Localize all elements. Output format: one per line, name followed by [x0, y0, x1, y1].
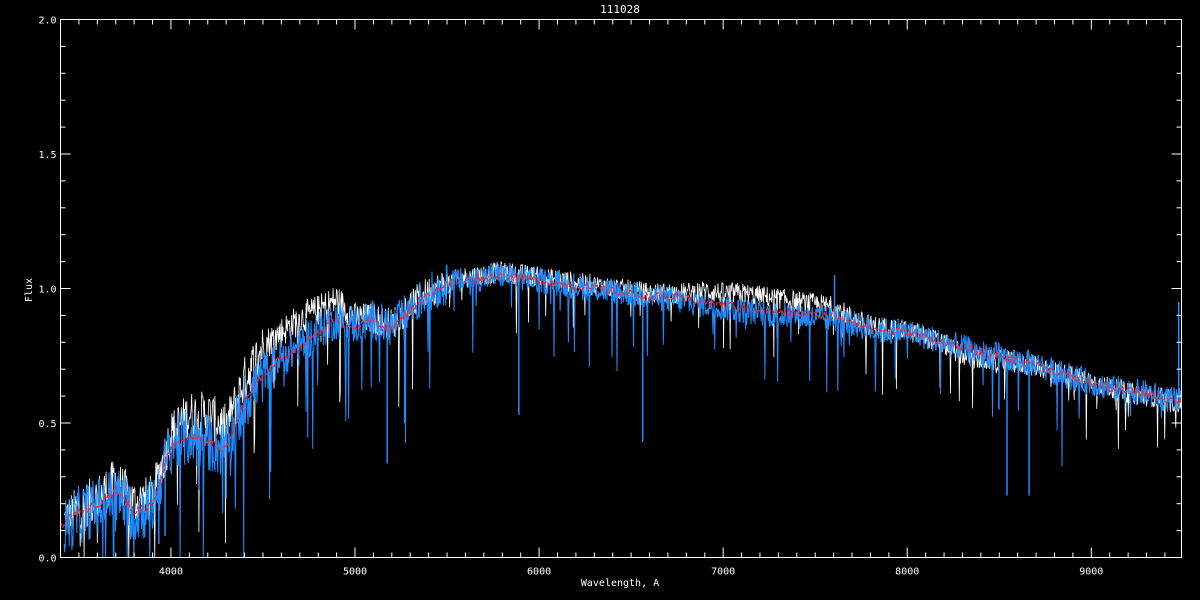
x-tick-label: 8000: [895, 567, 919, 578]
plot-frame: [60, 19, 1182, 558]
x-tick-label: 5000: [343, 567, 367, 578]
series-model-line: [63, 261, 1182, 558]
x-tick-label: 7000: [711, 567, 735, 578]
chart-title: 111028: [600, 3, 640, 16]
y-tick-label: 1.5: [38, 150, 56, 161]
y-tick-label: 1.0: [38, 285, 56, 296]
y-tick-label: 2.0: [38, 16, 56, 27]
series-smoothed-line: [60, 271, 1182, 530]
x-tick-label: 4000: [159, 567, 183, 578]
axis-ticks: 4000 5000 6000 7000 8000 9000 0.0 0.5 1.0 1.5 2.0: [38, 16, 1182, 578]
y-axis-label: Flux: [24, 278, 35, 302]
x-tick-label: 6000: [527, 567, 551, 578]
x-tick-label: 9000: [1079, 567, 1103, 578]
plot-area: [60, 261, 1182, 558]
y-tick-label: 0.0: [38, 554, 56, 565]
x-axis-label: Wavelength, A: [581, 578, 659, 589]
y-tick-label: 0.5: [38, 419, 56, 430]
